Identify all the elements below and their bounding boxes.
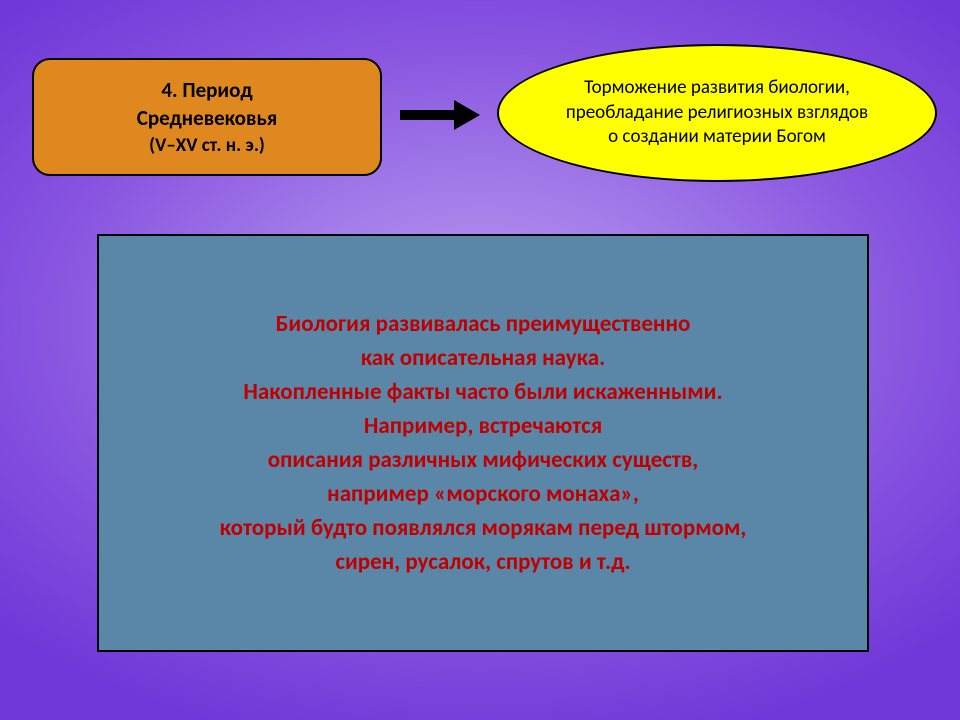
description-box: Биология развивалась преимущественно как… [97, 234, 869, 652]
desc-line-3: Например, встречаются [364, 409, 602, 443]
period-box: 4. Период Средневековья (V–XV ст. н. э.) [32, 58, 382, 176]
desc-line-2: Накопленные факты часто были искаженными… [243, 375, 722, 409]
desc-line-7: сирен, русалок, спрутов и т.д. [335, 545, 630, 579]
summary-ellipse: Торможение развития биологии, преобладан… [497, 44, 937, 182]
ellipse-line2: преобладание религиозных взглядов [566, 101, 868, 126]
period-title-line2: Средневековья [137, 104, 277, 132]
arrow-icon [400, 100, 482, 130]
desc-line-0: Биология развивалась преимущественно [276, 307, 691, 341]
desc-line-4: описания различных мифических существ, [268, 443, 698, 477]
ellipse-line1: Торможение развития биологии, [584, 76, 850, 101]
desc-line-1: как описательная наука. [361, 341, 606, 375]
desc-line-5: например «морского монаха», [327, 477, 639, 511]
period-subtitle: (V–XV ст. н. э.) [149, 133, 265, 159]
arrow-shaft [400, 110, 456, 120]
arrow-head [454, 100, 480, 130]
period-title-line1: 4. Период [161, 76, 252, 104]
desc-line-6: который будто появлялся морякам перед шт… [220, 511, 747, 545]
ellipse-line3: о создании материи Богом [608, 125, 826, 150]
